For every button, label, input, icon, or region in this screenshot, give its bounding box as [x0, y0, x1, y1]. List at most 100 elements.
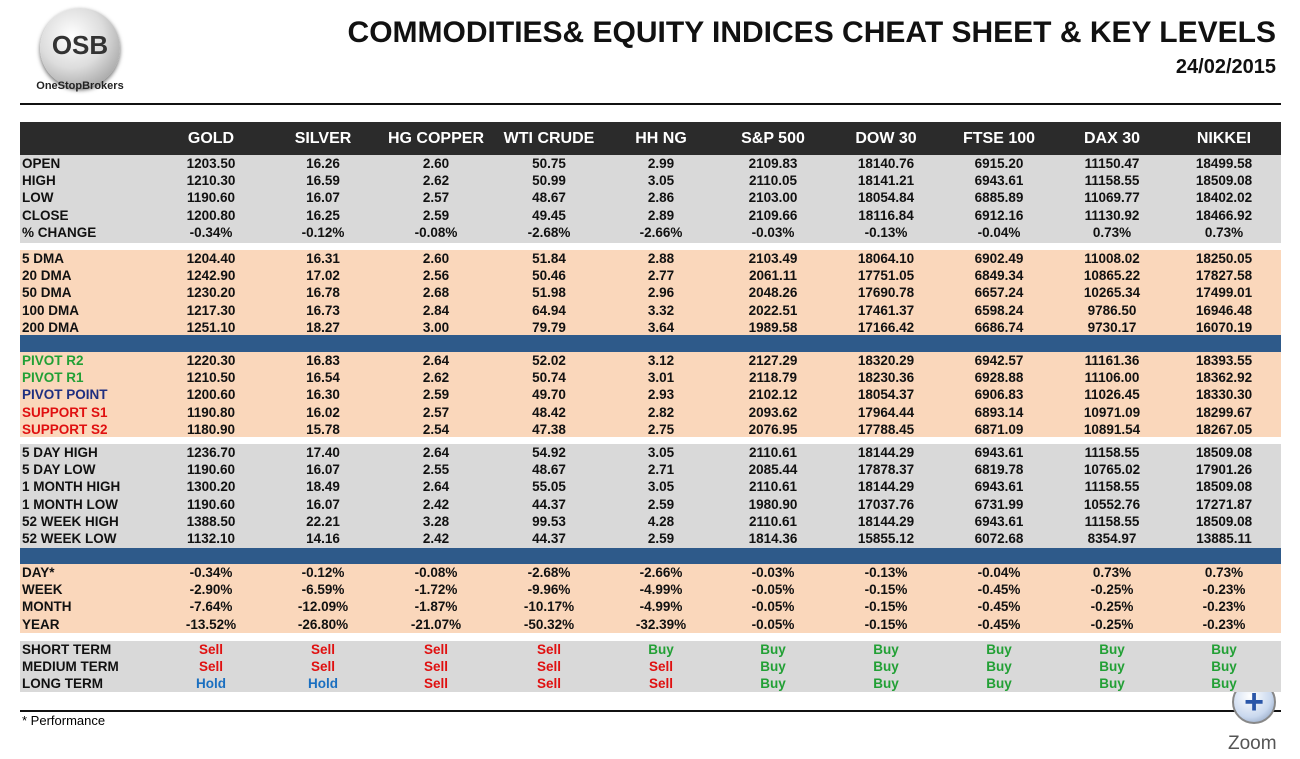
cell-value: 2.77	[647, 268, 675, 284]
cell-value: 2.59	[422, 207, 450, 223]
row-label: 50 DMA	[22, 285, 72, 301]
cell-value: 4.28	[647, 513, 675, 529]
cell-value: 50.99	[532, 173, 566, 189]
cell-value: 18144.29	[857, 445, 915, 460]
cell-value: 2.62	[422, 173, 450, 189]
cell-value: 17.02	[306, 268, 340, 284]
cell-value: 10971.09	[1083, 404, 1141, 420]
cell-value: Sell	[198, 642, 223, 657]
cell-value: -0.25%	[1090, 599, 1134, 615]
cell-value: -0.34%	[189, 565, 233, 580]
cell-value: 2109.66	[748, 207, 798, 223]
cell-value: 16.07	[306, 462, 340, 478]
cell-value: 0.73%	[1092, 224, 1132, 240]
cell-value: -0.25%	[1090, 616, 1134, 632]
cell-value: 6943.61	[974, 479, 1024, 495]
cell-value: 1300.20	[186, 479, 236, 495]
cell-value: -0.12%	[301, 565, 345, 580]
cell-value: 10891.54	[1083, 421, 1141, 437]
cell-value: 48.67	[532, 462, 566, 478]
cell-value: -6.59%	[301, 582, 345, 598]
cell-value: Buy	[1211, 659, 1237, 675]
cell-value: -0.08%	[414, 224, 458, 240]
cell-value: 6915.20	[974, 156, 1024, 171]
cell-value: 2.64	[422, 479, 450, 495]
cell-value: 18230.36	[857, 370, 915, 386]
cell-value: -0.15%	[864, 616, 908, 632]
cell-value: 1200.80	[186, 207, 236, 223]
cell-value: 1210.50	[186, 370, 236, 386]
cell-value: 6906.83	[974, 387, 1024, 403]
cell-value: 15.78	[306, 421, 340, 437]
row-label: 5 DMA	[22, 251, 65, 266]
cell-value: 44.37	[532, 496, 566, 512]
cell-value: 2022.51	[748, 302, 798, 318]
cell-value: Buy	[760, 676, 786, 692]
cell-value: 17.40	[306, 445, 340, 460]
cell-value: 0.73%	[1204, 224, 1244, 240]
cell-value: -0.13%	[864, 565, 908, 580]
cell-value: 17827.58	[1195, 268, 1253, 284]
cell-value: -0.15%	[864, 599, 908, 615]
cell-value: 2093.62	[748, 404, 798, 420]
zoom-label[interactable]: Zoom	[1228, 733, 1277, 754]
cell-value: 50.74	[532, 370, 566, 386]
row-label: 1 MONTH HIGH	[22, 479, 121, 495]
cell-value: 6942.57	[974, 353, 1024, 368]
section-band	[20, 155, 1281, 243]
cell-value: 1204.40	[186, 251, 236, 266]
cell-value: 18509.08	[1195, 513, 1253, 529]
cell-value: -2.66%	[639, 565, 683, 580]
column-header: DAX 30	[1083, 130, 1141, 147]
cell-value: 10552.76	[1083, 496, 1141, 512]
cell-value: 6912.16	[974, 207, 1024, 223]
cell-value: 16070.19	[1195, 319, 1253, 335]
cell-value: -0.45%	[977, 599, 1021, 615]
cell-value: 1190.60	[186, 462, 236, 478]
cell-value: 64.94	[532, 302, 566, 318]
cell-value: 10265.34	[1083, 285, 1141, 301]
cell-value: 2.82	[647, 404, 675, 420]
cell-value: -0.05%	[751, 582, 795, 598]
cell-value: 1190.80	[186, 404, 236, 420]
cell-value: 6893.14	[974, 404, 1024, 420]
cell-value: 10865.22	[1083, 268, 1141, 284]
cell-value: 2110.61	[748, 513, 798, 529]
cell-value: -0.23%	[1202, 582, 1246, 598]
row-label: PIVOT R1	[22, 370, 84, 386]
cell-value: 2.93	[647, 387, 675, 403]
row-label: PIVOT R2	[22, 353, 84, 368]
cell-value: 6598.24	[974, 302, 1024, 318]
row-label: SHORT TERM	[22, 642, 112, 657]
cell-value: 18362.92	[1195, 370, 1253, 386]
cell-value: 2.71	[647, 462, 675, 478]
cell-value: 17964.44	[857, 404, 915, 420]
column-header: HG COPPER	[387, 130, 484, 147]
section-band	[20, 352, 1281, 437]
cell-value: 3.12	[647, 353, 675, 368]
cell-value: -0.12%	[301, 224, 345, 240]
cell-value: -21.07%	[410, 616, 462, 632]
row-label: MEDIUM TERM	[22, 659, 119, 675]
cell-value: 79.79	[532, 319, 566, 335]
cell-value: 1210.30	[186, 173, 236, 189]
cell-value: 50.46	[532, 268, 566, 284]
cell-value: 18.49	[306, 479, 340, 495]
cell-value: 16.30	[306, 387, 340, 403]
cell-value: 2.68	[422, 285, 450, 301]
cell-value: 16.59	[306, 173, 340, 189]
cell-value: -10.17%	[523, 599, 575, 615]
cell-value: Sell	[536, 659, 561, 675]
cell-value: Buy	[1211, 676, 1237, 692]
cell-value: 2.42	[422, 496, 450, 512]
cell-value: 2109.83	[748, 156, 798, 171]
cell-value: 3.05	[647, 445, 675, 460]
title: COMMODITIES& EQUITY INDICES CHEAT SHEET …	[347, 16, 1276, 49]
cell-value: 18499.58	[1195, 156, 1253, 171]
cell-value: 6928.88	[974, 370, 1024, 386]
cell-value: Sell	[423, 642, 448, 657]
cell-value: 18509.08	[1195, 479, 1253, 495]
cell-value: 17037.76	[857, 496, 915, 512]
logo	[40, 8, 120, 88]
logo-caption: OneStopBrokers	[36, 80, 124, 92]
